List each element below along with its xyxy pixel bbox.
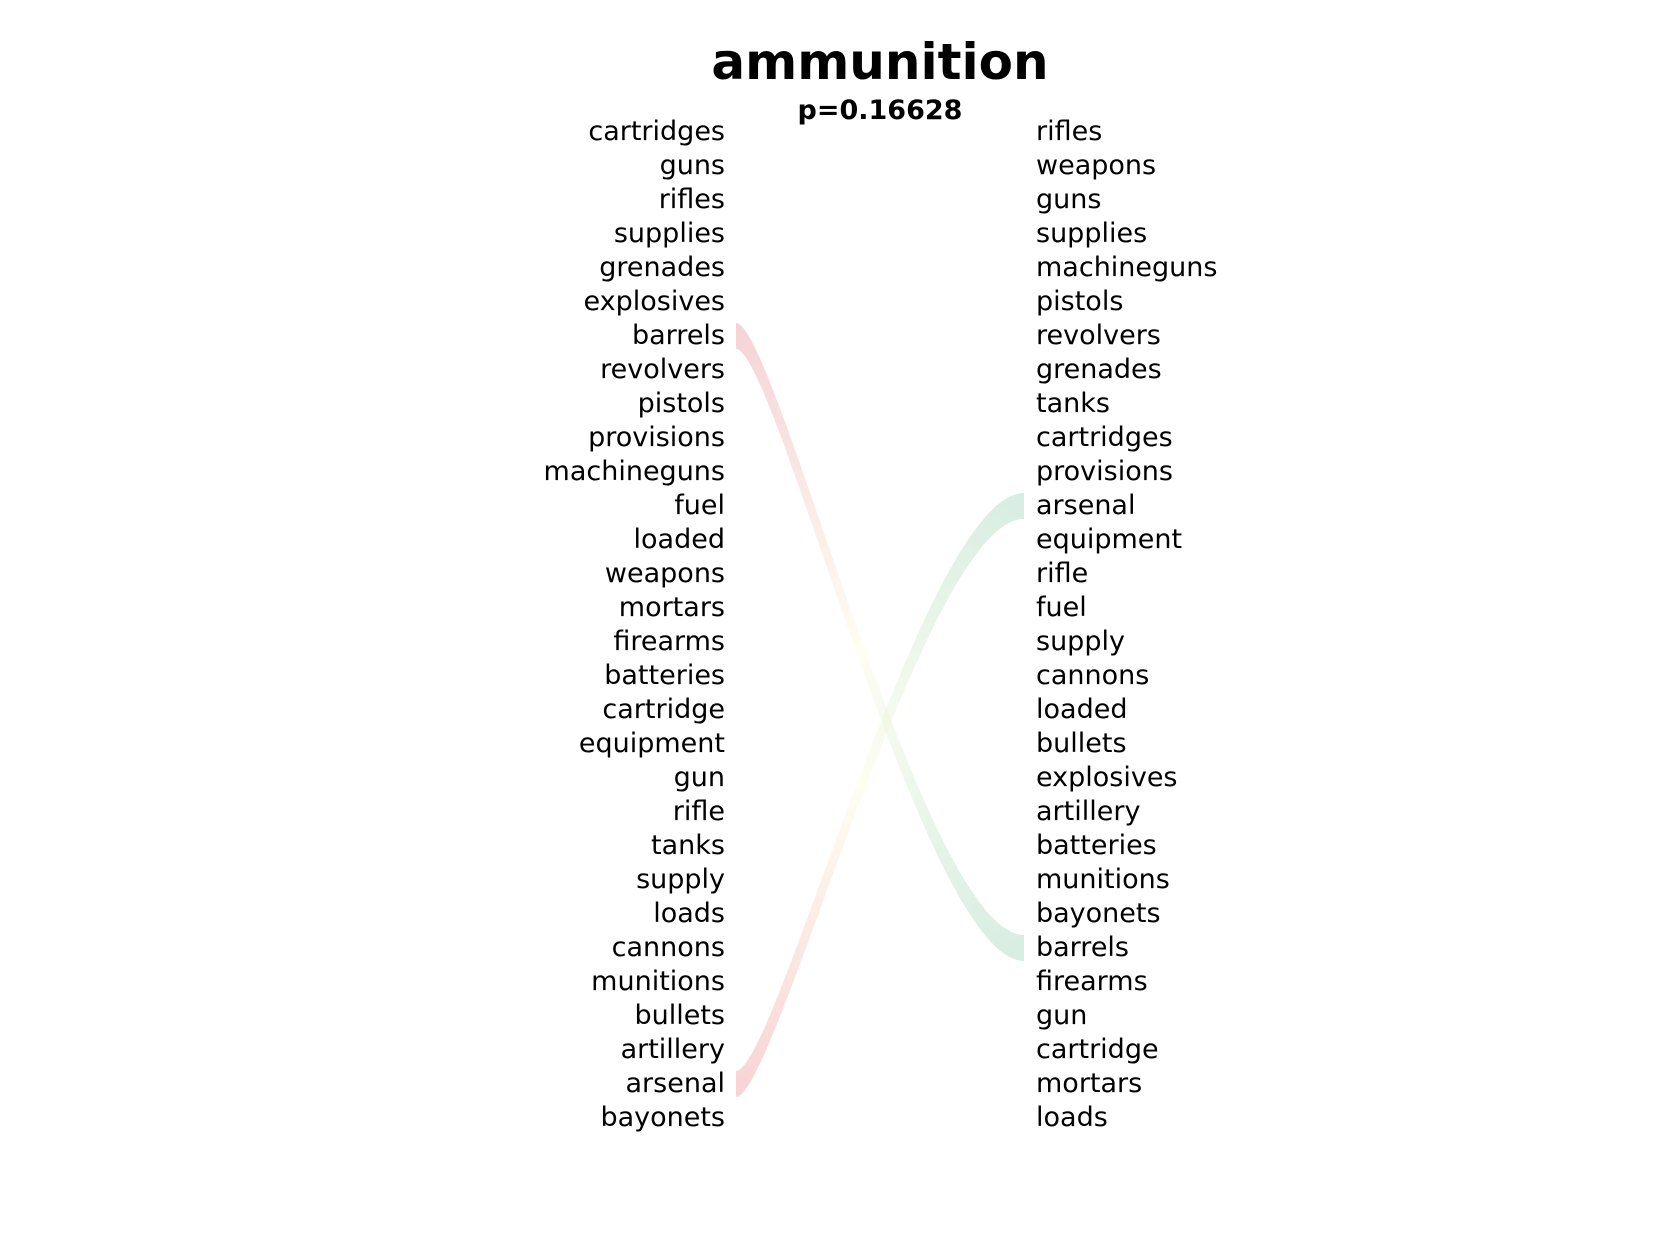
left-word: cannons (611, 932, 725, 963)
left-word: loads (653, 898, 725, 929)
left-word: tanks (651, 830, 725, 861)
left-word: loaded (633, 524, 725, 555)
right-word: explosives (1036, 762, 1178, 793)
right-word: supplies (1036, 218, 1148, 249)
right-word: loads (1036, 1102, 1108, 1133)
left-word: barrels (632, 320, 725, 351)
left-word: mortars (618, 592, 725, 623)
right-word: rifle (1036, 558, 1089, 589)
left-word: cartridge (602, 694, 725, 725)
left-word: provisions (588, 422, 725, 453)
left-word: supplies (613, 218, 725, 249)
right-word: loaded (1036, 694, 1128, 725)
left-word: gun (673, 762, 725, 793)
left-word: pistols (637, 388, 725, 419)
left-word: munitions (591, 966, 725, 997)
left-word: batteries (604, 660, 725, 691)
right-word: arsenal (1036, 490, 1136, 521)
right-word: equipment (1036, 524, 1183, 555)
right-word: revolvers (1036, 320, 1161, 351)
left-word: cartridges (588, 116, 725, 147)
left-word: artillery (620, 1034, 725, 1065)
left-word: weapons (604, 558, 725, 589)
left-word: rifle (672, 796, 725, 827)
left-word: grenades (599, 252, 725, 283)
left-word: explosives (583, 286, 726, 317)
left-word: guns (659, 150, 725, 181)
left-word: bullets (634, 1000, 725, 1031)
left-word: firearms (613, 626, 725, 657)
left-word: fuel (674, 490, 725, 521)
right-word: weapons (1036, 150, 1157, 181)
right-word: fuel (1036, 592, 1087, 623)
right-word: rifles (1036, 116, 1103, 147)
right-word: guns (1036, 184, 1102, 215)
right-word: cannons (1036, 660, 1150, 691)
right-word: tanks (1036, 388, 1110, 419)
right-word: grenades (1036, 354, 1162, 385)
right-word: artillery (1036, 796, 1141, 827)
right-word: supply (1036, 626, 1125, 657)
left-word: machineguns (543, 456, 725, 487)
right-word: munitions (1036, 864, 1170, 895)
right-word: cartridges (1036, 422, 1173, 453)
right-word: mortars (1036, 1068, 1143, 1099)
right-word: provisions (1036, 456, 1173, 487)
left-word: rifles (658, 184, 725, 215)
left-word: bayonets (600, 1102, 725, 1133)
right-word: barrels (1036, 932, 1129, 963)
left-word: equipment (578, 728, 725, 759)
right-word: cartridge (1036, 1034, 1159, 1065)
left-word: arsenal (625, 1068, 725, 1099)
p-value-label: p=0.16628 (797, 95, 963, 126)
right-word: pistols (1036, 286, 1124, 317)
right-word: gun (1036, 1000, 1088, 1031)
chart-title: ammunition (711, 33, 1049, 91)
right-word: batteries (1036, 830, 1157, 861)
rank-link-arsenal (736, 493, 1024, 1097)
rank-link-barrels (736, 323, 1024, 961)
right-word: bayonets (1036, 898, 1161, 929)
right-word: machineguns (1036, 252, 1218, 283)
left-word: revolvers (600, 354, 725, 385)
right-word: bullets (1036, 728, 1127, 759)
left-word: supply (636, 864, 725, 895)
right-word: firearms (1036, 966, 1148, 997)
